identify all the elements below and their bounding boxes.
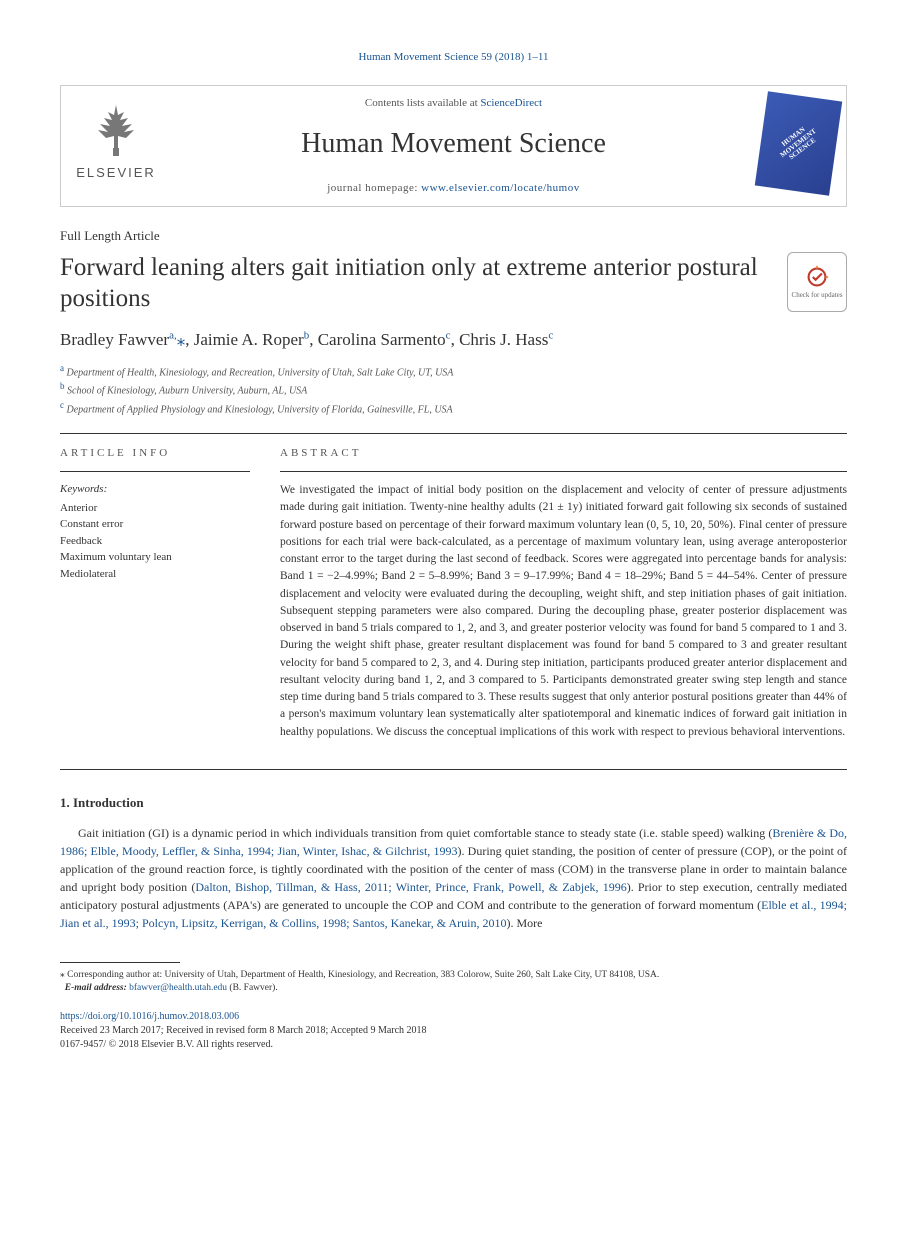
affiliations: a Department of Health, Kinesiology, and… bbox=[60, 362, 847, 417]
keyword: Feedback bbox=[60, 533, 250, 550]
footnote-rule bbox=[60, 962, 180, 963]
elsevier-text: ELSEVIER bbox=[76, 164, 156, 182]
check-updates-badge[interactable]: Check for updates bbox=[787, 252, 847, 312]
affiliation-line: c Department of Applied Physiology and K… bbox=[60, 399, 847, 417]
affiliation-line: a Department of Health, Kinesiology, and… bbox=[60, 362, 847, 380]
divider bbox=[60, 769, 847, 770]
intro-paragraph: Gait initiation (GI) is a dynamic period… bbox=[60, 824, 847, 932]
email-label: E-mail address: bbox=[65, 983, 127, 993]
doi-link[interactable]: https://doi.org/10.1016/j.humov.2018.03.… bbox=[60, 1011, 239, 1022]
keyword: Mediolateral bbox=[60, 566, 250, 583]
divider bbox=[60, 471, 250, 472]
divider bbox=[280, 471, 847, 472]
elsevier-logo: ELSEVIER bbox=[71, 96, 161, 186]
keywords-label: Keywords: bbox=[60, 482, 250, 497]
divider bbox=[60, 433, 847, 434]
authors: Bradley Fawvera,⁎, Jaimie A. Roperb, Car… bbox=[60, 328, 847, 352]
affiliation-line: b School of Kinesiology, Auburn Universi… bbox=[60, 380, 847, 398]
journal-homepage-line: journal homepage: www.elsevier.com/locat… bbox=[181, 181, 726, 196]
journal-homepage-link[interactable]: www.elsevier.com/locate/humov bbox=[421, 182, 580, 194]
check-updates-label: Check for updates bbox=[792, 291, 843, 301]
keywords-list: AnteriorConstant errorFeedbackMaximum vo… bbox=[60, 500, 250, 583]
corresponding-author-footnote: ⁎ Corresponding author at: University of… bbox=[60, 969, 847, 996]
sciencedirect-link[interactable]: ScienceDirect bbox=[480, 97, 542, 109]
keyword: Constant error bbox=[60, 516, 250, 533]
article-type: Full Length Article bbox=[60, 227, 847, 245]
abstract-label: ABSTRACT bbox=[280, 446, 847, 461]
corresponding-mark: ⁎ bbox=[60, 970, 65, 980]
article-info-label: ARTICLE INFO bbox=[60, 446, 250, 461]
abstract-text: We investigated the impact of initial bo… bbox=[280, 482, 847, 741]
section-heading-intro: 1. Introduction bbox=[60, 794, 847, 812]
journal-header: ELSEVIER HUMAN MOVEMENT SCIENCE Contents… bbox=[60, 85, 847, 207]
journal-cover-thumbnail: HUMAN MOVEMENT SCIENCE bbox=[755, 92, 842, 197]
contents-available-line: Contents lists available at ScienceDirec… bbox=[181, 96, 726, 111]
doi-line: https://doi.org/10.1016/j.humov.2018.03.… bbox=[60, 1010, 847, 1024]
journal-title: Human Movement Science bbox=[181, 124, 726, 163]
article-history: Received 23 March 2017; Received in revi… bbox=[60, 1024, 847, 1038]
keyword: Maximum voluntary lean bbox=[60, 549, 250, 566]
corresponding-email-link[interactable]: bfawver@health.utah.edu bbox=[129, 983, 227, 993]
keyword: Anterior bbox=[60, 500, 250, 517]
copyright-line: 0167-9457/ © 2018 Elsevier B.V. All righ… bbox=[60, 1038, 847, 1052]
article-title: Forward leaning alters gait initiation o… bbox=[60, 252, 787, 315]
running-head: Human Movement Science 59 (2018) 1–11 bbox=[60, 50, 847, 65]
